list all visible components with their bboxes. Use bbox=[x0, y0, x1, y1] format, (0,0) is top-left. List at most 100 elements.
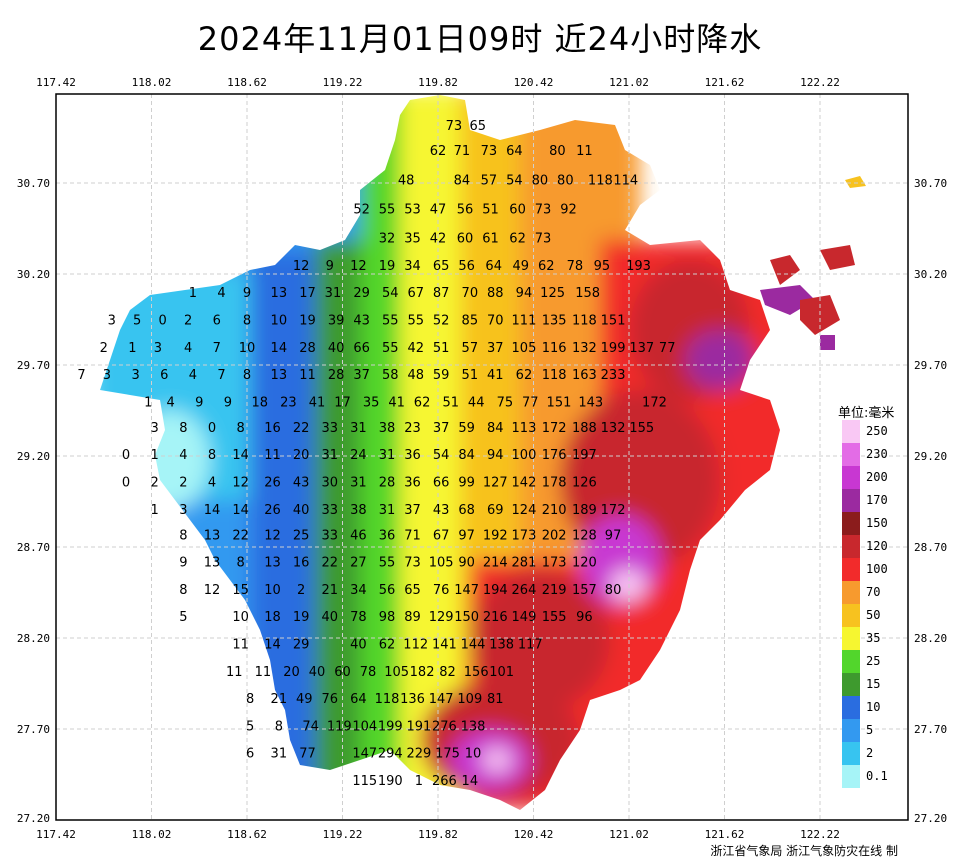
station-value: 39 bbox=[328, 314, 345, 329]
station-value: 43 bbox=[353, 314, 370, 329]
station-value: 76 bbox=[321, 692, 338, 707]
station-value: 36 bbox=[404, 448, 421, 463]
island-fills bbox=[760, 176, 866, 350]
station-value: 74 bbox=[302, 719, 319, 734]
station-value: 47 bbox=[430, 202, 447, 217]
station-value: 88 bbox=[487, 286, 504, 301]
station-value: 78 bbox=[350, 610, 367, 625]
station-value: 112 bbox=[403, 637, 428, 652]
station-value: 84 bbox=[458, 448, 475, 463]
station-value: 16 bbox=[293, 556, 310, 571]
legend-label: 5 bbox=[866, 723, 874, 737]
station-value: 22 bbox=[232, 528, 249, 543]
legend-swatch bbox=[842, 673, 860, 696]
station-value: 10 bbox=[239, 341, 256, 356]
station-value: 8 bbox=[179, 528, 187, 543]
station-value: 12 bbox=[293, 259, 310, 274]
station-value: 55 bbox=[382, 341, 399, 356]
station-value: 113 bbox=[512, 421, 537, 436]
station-value: 8 bbox=[236, 421, 244, 436]
station-value: 132 bbox=[601, 421, 626, 436]
station-value: 114 bbox=[613, 173, 638, 188]
station-value: 97 bbox=[458, 528, 475, 543]
station-value: 31 bbox=[379, 503, 396, 518]
station-value: 29 bbox=[353, 286, 370, 301]
station-value: 8 bbox=[179, 583, 187, 598]
station-value: 42 bbox=[430, 232, 447, 247]
station-value: 14 bbox=[271, 341, 288, 356]
station-value: 62 bbox=[430, 144, 447, 159]
station-value: 21 bbox=[321, 583, 338, 598]
station-value: 31 bbox=[350, 475, 367, 490]
station-value: 13 bbox=[264, 556, 281, 571]
station-value: 51 bbox=[433, 341, 450, 356]
legend-item: 170 bbox=[842, 489, 922, 512]
station-value: 95 bbox=[594, 259, 611, 274]
station-value: 67 bbox=[407, 286, 424, 301]
station-value: 80 bbox=[549, 144, 566, 159]
station-value: 17 bbox=[334, 395, 351, 410]
lat-tick-right-4: 28.70 bbox=[914, 541, 947, 554]
station-value: 73 bbox=[481, 144, 498, 159]
station-value: 142 bbox=[512, 475, 537, 490]
station-value: 2 bbox=[100, 341, 108, 356]
station-value: 5 bbox=[246, 719, 254, 734]
station-value: 34 bbox=[350, 583, 367, 598]
station-value: 219 bbox=[542, 583, 567, 598]
station-value: 60 bbox=[334, 665, 351, 680]
station-value: 192 bbox=[483, 528, 508, 543]
station-value: 0 bbox=[122, 475, 130, 490]
station-value: 73 bbox=[446, 119, 463, 134]
station-value: 155 bbox=[629, 421, 654, 436]
station-value: 191 bbox=[406, 719, 431, 734]
lat-tick-right-3: 29.20 bbox=[914, 450, 947, 463]
legend-swatch bbox=[842, 535, 860, 558]
station-value: 26 bbox=[264, 503, 281, 518]
station-value: 8 bbox=[236, 556, 244, 571]
station-value: 3 bbox=[151, 421, 159, 436]
station-value: 23 bbox=[404, 421, 421, 436]
station-value: 97 bbox=[605, 528, 622, 543]
station-value: 120 bbox=[572, 556, 597, 571]
station-value: 147 bbox=[454, 583, 479, 598]
legend-item: 2 bbox=[842, 742, 922, 765]
legend-label: 10 bbox=[866, 700, 881, 714]
station-value: 9 bbox=[195, 395, 203, 410]
station-value: 22 bbox=[321, 556, 338, 571]
station-value: 62 bbox=[516, 368, 533, 383]
legend-swatch bbox=[842, 650, 860, 673]
station-value: 14 bbox=[264, 637, 281, 652]
legend-swatch bbox=[842, 489, 860, 512]
station-value: 233 bbox=[601, 368, 626, 383]
station-value: 10 bbox=[264, 583, 281, 598]
station-value: 11 bbox=[232, 637, 249, 652]
station-value: 7 bbox=[77, 368, 85, 383]
station-value: 52 bbox=[353, 202, 370, 217]
station-value: 125 bbox=[540, 286, 565, 301]
station-value: 2 bbox=[151, 475, 159, 490]
station-value: 68 bbox=[458, 503, 475, 518]
legend-swatch bbox=[842, 742, 860, 765]
station-value: 52 bbox=[433, 314, 450, 329]
station-value: 3 bbox=[179, 503, 187, 518]
station-value: 11 bbox=[226, 665, 243, 680]
station-value: 104 bbox=[352, 719, 377, 734]
station-value: 96 bbox=[576, 610, 593, 625]
station-value: 81 bbox=[487, 692, 504, 707]
legend-swatch bbox=[842, 558, 860, 581]
lon-tick-bottom-4: 119.82 bbox=[418, 828, 458, 841]
lat-tick-right-1: 30.20 bbox=[914, 268, 947, 281]
station-value: 53 bbox=[404, 202, 421, 217]
station-value: 172 bbox=[542, 421, 567, 436]
station-value: 92 bbox=[560, 202, 577, 217]
station-value: 31 bbox=[350, 421, 367, 436]
station-value: 197 bbox=[572, 448, 597, 463]
legend-label: 170 bbox=[866, 493, 888, 507]
legend-swatch bbox=[842, 581, 860, 604]
station-value: 65 bbox=[470, 119, 487, 134]
station-value: 82 bbox=[439, 665, 456, 680]
station-value: 30 bbox=[321, 475, 338, 490]
station-value: 34 bbox=[404, 259, 421, 274]
station-value: 77 bbox=[659, 341, 676, 356]
station-value: 55 bbox=[379, 556, 396, 571]
